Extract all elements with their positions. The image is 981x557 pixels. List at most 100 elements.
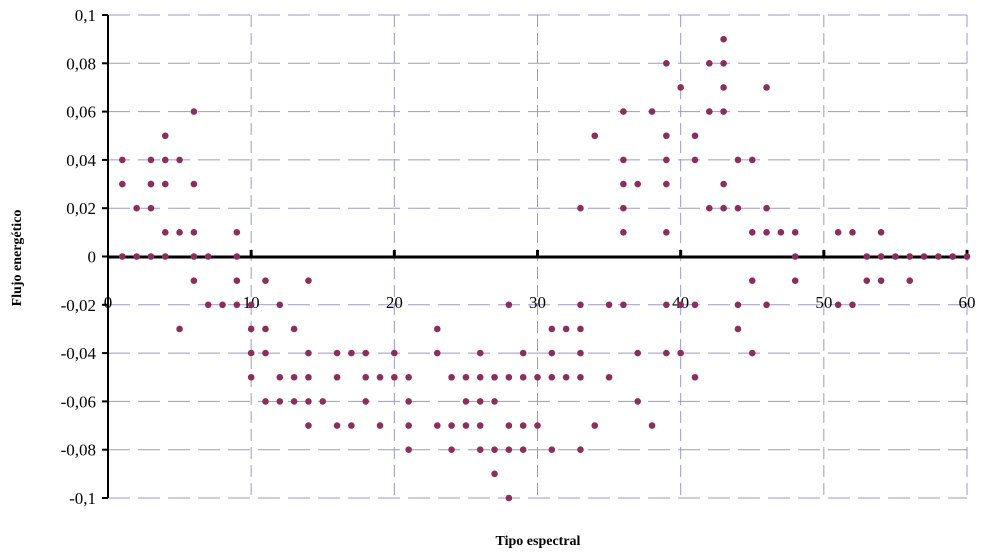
data-point bbox=[748, 277, 756, 284]
data-point bbox=[190, 180, 198, 188]
data-point bbox=[462, 398, 470, 405]
data-point bbox=[133, 204, 140, 212]
data-point bbox=[305, 422, 312, 429]
data-point bbox=[190, 108, 198, 115]
data-point bbox=[691, 373, 699, 381]
data-point bbox=[362, 373, 370, 381]
data-point bbox=[362, 349, 370, 357]
data-point bbox=[519, 349, 527, 357]
data-point bbox=[577, 349, 584, 357]
data-point bbox=[333, 373, 341, 381]
data-point bbox=[720, 60, 727, 67]
data-point bbox=[119, 180, 126, 188]
data-point bbox=[548, 325, 556, 333]
data-point bbox=[863, 277, 871, 284]
data-point bbox=[935, 253, 942, 260]
data-point bbox=[863, 253, 871, 260]
data-point bbox=[906, 253, 914, 260]
data-point bbox=[834, 229, 842, 236]
data-point bbox=[706, 60, 713, 67]
data-point bbox=[505, 422, 513, 429]
data-point bbox=[247, 349, 255, 357]
data-point bbox=[677, 84, 684, 91]
data-point bbox=[949, 253, 956, 260]
data-point bbox=[176, 156, 183, 164]
data-point bbox=[720, 84, 727, 91]
data-point bbox=[405, 446, 412, 454]
y-tick-label: 0,1 bbox=[75, 6, 96, 25]
data-point bbox=[505, 494, 513, 502]
data-point bbox=[677, 349, 684, 357]
y-tick-label: -0,08 bbox=[61, 441, 96, 460]
data-point bbox=[505, 446, 513, 454]
y-tick-label: -0,1 bbox=[69, 489, 96, 508]
data-point bbox=[777, 229, 785, 236]
data-point bbox=[233, 253, 241, 260]
data-point bbox=[476, 446, 484, 454]
data-point bbox=[433, 349, 441, 357]
data-point bbox=[290, 398, 298, 405]
y-tick-labels: 0,1 0,08 0,06 0,04 0,02 0 -0,02 -0,04 -0,06 -0,08… bbox=[61, 6, 97, 508]
data-point bbox=[519, 373, 527, 381]
data-point bbox=[763, 84, 770, 91]
data-point bbox=[262, 349, 269, 357]
data-point bbox=[161, 132, 169, 140]
data-point bbox=[262, 398, 269, 405]
data-point bbox=[706, 204, 713, 212]
data-point bbox=[720, 180, 727, 188]
data-point bbox=[562, 373, 570, 381]
y-tick-label: -0,02 bbox=[61, 296, 96, 315]
data-point bbox=[691, 301, 699, 309]
data-point bbox=[605, 301, 613, 309]
data-point bbox=[491, 398, 498, 405]
data-point bbox=[620, 180, 627, 188]
data-point bbox=[305, 349, 312, 357]
data-point bbox=[190, 277, 198, 284]
data-point bbox=[519, 422, 527, 429]
data-point bbox=[519, 446, 527, 454]
data-point bbox=[119, 253, 126, 260]
data-point bbox=[362, 398, 370, 405]
x-tick-label: 20 bbox=[386, 293, 403, 312]
data-point bbox=[161, 253, 169, 260]
y-tick-label: 0,06 bbox=[66, 103, 96, 122]
data-point bbox=[605, 373, 613, 381]
data-point bbox=[433, 422, 441, 429]
data-point bbox=[376, 373, 384, 381]
data-point bbox=[734, 325, 742, 333]
data-point bbox=[348, 422, 355, 429]
data-point bbox=[577, 446, 584, 454]
data-point bbox=[791, 229, 799, 236]
data-point bbox=[877, 277, 885, 284]
x-tick-label: 50 bbox=[815, 293, 832, 312]
data-point bbox=[476, 422, 484, 429]
data-point bbox=[147, 156, 155, 164]
data-point bbox=[691, 132, 699, 140]
data-point bbox=[562, 325, 570, 333]
data-point bbox=[691, 156, 699, 164]
data-point bbox=[476, 373, 484, 381]
data-point bbox=[276, 398, 284, 405]
data-point bbox=[133, 253, 140, 260]
data-point bbox=[648, 108, 656, 115]
data-point bbox=[161, 156, 169, 164]
data-point bbox=[634, 398, 642, 405]
data-point bbox=[591, 132, 599, 140]
data-point bbox=[591, 422, 599, 429]
data-point bbox=[706, 108, 713, 115]
data-point bbox=[663, 60, 670, 67]
data-point bbox=[663, 132, 670, 140]
data-point bbox=[391, 373, 398, 381]
data-point bbox=[333, 422, 341, 429]
data-point bbox=[448, 446, 455, 454]
data-point bbox=[548, 349, 556, 357]
data-point bbox=[476, 398, 484, 405]
data-point bbox=[161, 229, 169, 236]
data-point bbox=[791, 253, 799, 260]
data-point bbox=[319, 398, 327, 405]
data-point bbox=[448, 422, 455, 429]
y-tick-label: 0 bbox=[88, 248, 97, 267]
data-point bbox=[305, 277, 312, 284]
data-point bbox=[391, 349, 398, 357]
